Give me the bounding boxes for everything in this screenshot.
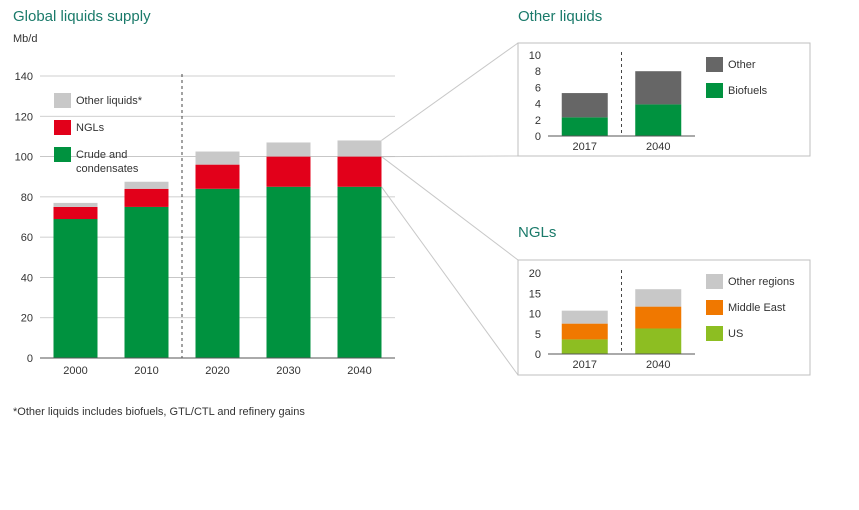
footnote: *Other liquids includes biofuels, GTL/CT…: [13, 406, 305, 418]
bar-ngls-2000: [53, 206, 98, 220]
bar-ngls-2020: [195, 164, 240, 189]
bar-ngls-2030: [266, 156, 311, 187]
legend-label: NGLs: [76, 122, 105, 134]
bar-crude-and-condensates-2040: [337, 186, 382, 358]
x-tick-label: 2017: [573, 359, 597, 371]
legend-swatch: [54, 93, 71, 108]
legend-label: Crude and: [76, 149, 127, 161]
bar-other-2040: [635, 71, 682, 105]
x-tick-label: 2030: [276, 365, 300, 377]
chart-title-2: NGLs: [518, 224, 556, 241]
bar-ngls-2040: [337, 156, 382, 187]
bar-us-2040: [635, 328, 682, 354]
y-tick-label: 8: [535, 66, 541, 78]
connector-line-ngl-bottom: [381, 186, 519, 376]
bar-crude-and-condensates-2010: [124, 206, 169, 358]
legend-swatch: [706, 57, 723, 72]
y-tick-label: 6: [535, 82, 541, 94]
x-tick-label: 2020: [205, 365, 229, 377]
bar-other-2017: [561, 93, 608, 118]
bar-crude-and-condensates-2020: [195, 188, 240, 358]
y-tick-label: 10: [529, 309, 541, 321]
x-tick-label: 2040: [646, 359, 670, 371]
y-tick-label: 15: [529, 288, 541, 300]
x-tick-label: 2010: [134, 365, 158, 377]
bar-other-liquids--2030: [266, 142, 311, 157]
bar-other-liquids--2000: [53, 202, 98, 207]
legend-label: Other liquids*: [76, 95, 143, 107]
connector-line-other-top: [381, 42, 519, 141]
legend-swatch: [706, 83, 723, 98]
y-axis-unit-0: Mb/d: [13, 33, 37, 45]
connector-line-other-bottom: [381, 155, 519, 158]
legend-swatch: [54, 147, 71, 162]
bar-biofuels-2040: [635, 104, 682, 136]
bar-other-regions-2017: [561, 310, 608, 324]
y-tick-label: 10: [529, 50, 541, 62]
inset-frame-1: [517, 42, 811, 157]
bar-crude-and-condensates-2000: [53, 219, 98, 358]
x-tick-label: 2000: [63, 365, 87, 377]
bar-ngls-2010: [124, 188, 169, 207]
y-tick-label: 5: [535, 329, 541, 341]
y-tick-label: 140: [15, 71, 33, 83]
bar-other-liquids--2040: [337, 140, 382, 157]
y-tick-label: 80: [21, 192, 33, 204]
x-tick-label: 2040: [347, 365, 371, 377]
chart-title-0: Global liquids supply: [13, 8, 151, 25]
legend-swatch: [706, 300, 723, 315]
bar-other-regions-2040: [635, 289, 682, 307]
connector-line-ngl-top: [381, 156, 519, 261]
bar-crude-and-condensates-2030: [266, 186, 311, 358]
legend-label: US: [728, 328, 743, 340]
legend-swatch: [706, 274, 723, 289]
y-tick-label: 40: [21, 272, 33, 284]
bar-middle-east-2040: [635, 306, 682, 329]
y-tick-label: 0: [535, 131, 541, 143]
bar-us-2017: [561, 339, 608, 354]
inset-frame-2: [517, 259, 811, 376]
y-tick-label: 0: [27, 353, 33, 365]
y-tick-label: 100: [15, 152, 33, 164]
legend-swatch: [706, 326, 723, 341]
legend-swatch: [54, 120, 71, 135]
legend-label: Biofuels: [728, 85, 768, 97]
bar-other-liquids--2020: [195, 151, 240, 165]
y-tick-label: 20: [529, 268, 541, 280]
y-tick-label: 0: [535, 349, 541, 361]
bar-other-liquids--2010: [124, 181, 169, 189]
legend-label: Other regions: [728, 276, 795, 288]
chart-title-1: Other liquids: [518, 8, 602, 25]
x-tick-label: 2040: [646, 141, 670, 153]
legend-label: Other: [728, 59, 756, 71]
bar-middle-east-2017: [561, 323, 608, 340]
bar-biofuels-2017: [561, 117, 608, 136]
y-tick-label: 4: [535, 99, 541, 111]
y-tick-label: 120: [15, 111, 33, 123]
y-tick-label: 2: [535, 115, 541, 127]
legend-label: Middle East: [728, 302, 785, 314]
x-tick-label: 2017: [573, 141, 597, 153]
y-tick-label: 60: [21, 232, 33, 244]
y-tick-label: 20: [21, 313, 33, 325]
legend-label: condensates: [76, 163, 139, 175]
